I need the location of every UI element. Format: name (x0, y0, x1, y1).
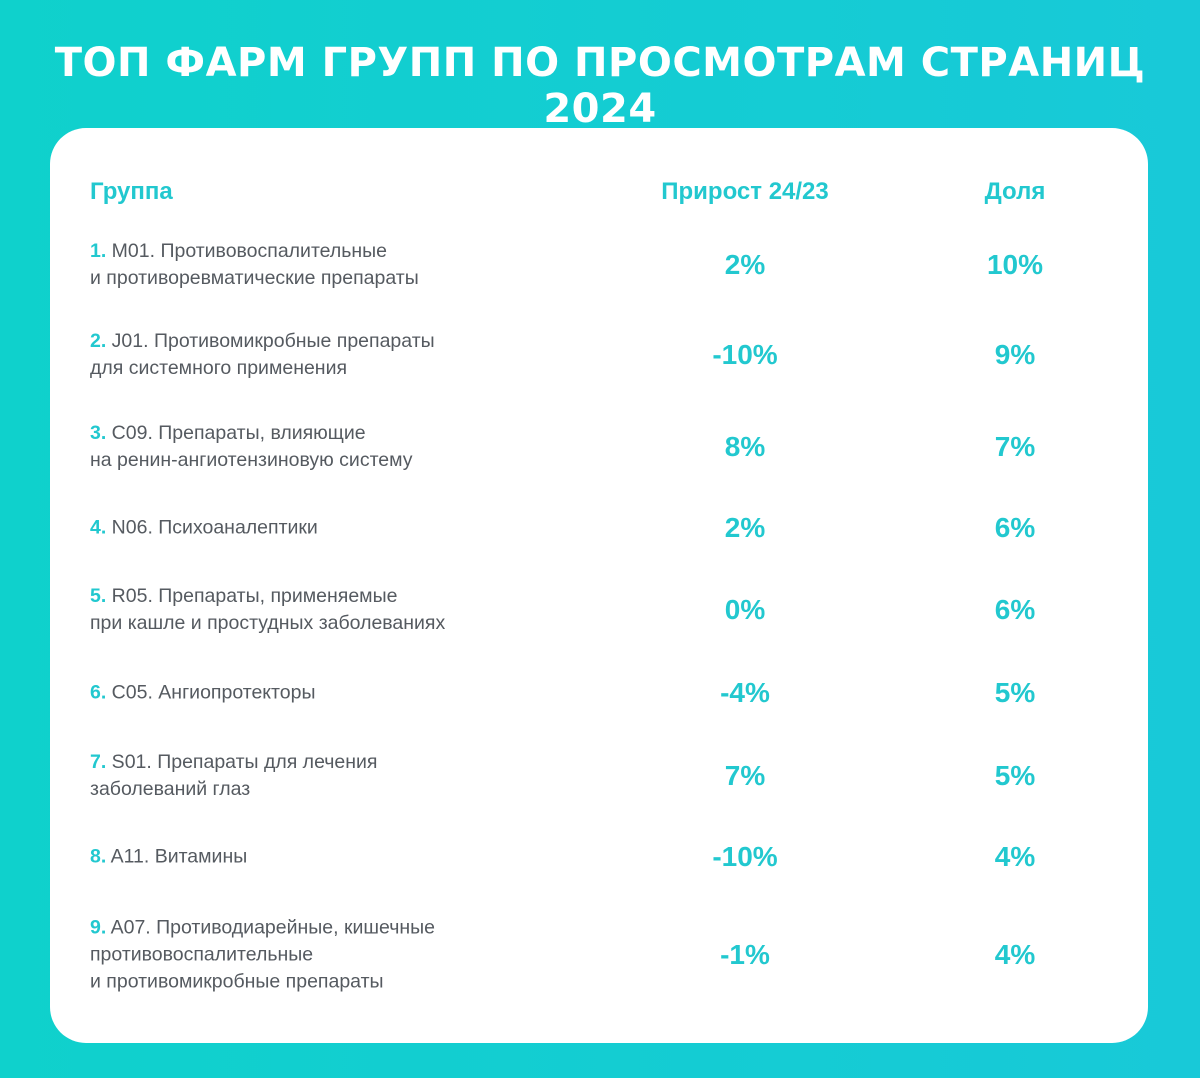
page-title: ТОП ФАРМ ГРУПП ПО ПРОСМОТРАМ СТРАНИЦ 202… (54, 40, 1146, 132)
group-name-line: J01. Противомикробные препараты (106, 330, 435, 352)
group-name: 5. R05. Препараты, применяемые при кашле … (90, 583, 550, 637)
share-value: 6% (994, 512, 1036, 543)
share-value: 9% (994, 339, 1036, 370)
group-name-line: заболеваний глаз (90, 778, 251, 800)
share-value: 4% (994, 841, 1036, 872)
rank-number: 6. (90, 681, 107, 704)
rank-number: 8. (90, 845, 107, 868)
group-name: 9. A07. Противодиарейные, кишечные против… (90, 915, 550, 996)
growth-value: -1% (720, 939, 770, 970)
group-name-line: и противомикробные препараты (90, 970, 384, 993)
group-name-line: C09. Препараты, влияющие (106, 422, 366, 444)
group-name: 2. J01. Противомикробные препараты для си… (90, 328, 550, 382)
group-name: 7. S01. Препараты для лечения заболеваний… (90, 749, 550, 803)
growth-value: -10% (712, 339, 778, 370)
rank-number: 5. (90, 585, 107, 607)
growth-value: -10% (712, 841, 778, 872)
group-name-line: M01. Противовоспалительные (106, 240, 388, 262)
group-name-line: A07. Противодиарейные, кишечные (106, 916, 436, 939)
share-value: 5% (994, 677, 1036, 708)
group-name-line: и противоревматические препараты (90, 267, 419, 289)
column-header-share: Доля (984, 178, 1046, 205)
rank-number: 4. (90, 516, 107, 539)
column-header-group: Группа (90, 178, 173, 205)
share-value: 10% (986, 249, 1044, 280)
growth-value: 2% (724, 512, 766, 543)
group-name-line: при кашле и простудных заболеваниях (90, 612, 446, 634)
share-value: 6% (994, 594, 1036, 625)
share-value: 5% (994, 760, 1036, 791)
group-name-line: на ренин-ангиотензиновую систему (90, 449, 413, 471)
growth-value: 2% (724, 249, 766, 280)
share-value: 4% (994, 939, 1036, 970)
column-header-growth: Прирост 24/23 (661, 178, 829, 205)
group-name-line: A11. Витамины (106, 845, 248, 868)
rank-number: 2. (90, 330, 107, 352)
rank-number: 3. (90, 422, 107, 444)
growth-value: 0% (724, 594, 766, 625)
growth-value: 7% (724, 760, 766, 791)
rank-number: 9. (90, 916, 107, 939)
group-name: 4. N06. Психоаналептики (90, 515, 550, 542)
growth-value: -4% (720, 677, 770, 708)
group-name-line: R05. Препараты, применяемые (106, 585, 398, 607)
group-name: 6. C05. Ангиопротекторы (90, 680, 550, 707)
group-name-line: для системного применения (90, 357, 348, 379)
share-value: 7% (994, 431, 1036, 462)
rank-number: 7. (90, 751, 107, 773)
group-name-line: N06. Психоаналептики (106, 516, 318, 539)
group-name-line: S01. Препараты для лечения (106, 751, 378, 773)
group-name: 3. C09. Препараты, влияющие на ренин-анги… (90, 420, 550, 474)
group-name: 1. M01. Противовоспалительные и противоре… (90, 238, 550, 292)
growth-value: 8% (724, 431, 766, 462)
group-name-line: C05. Ангиопротекторы (106, 681, 316, 704)
group-name-line: противовоспалительные (90, 943, 314, 966)
group-name: 8. A11. Витамины (90, 844, 550, 871)
rank-number: 1. (90, 240, 107, 262)
table-card: Группа Прирост 24/23 Доля 1. M01. Против… (50, 128, 1148, 1043)
